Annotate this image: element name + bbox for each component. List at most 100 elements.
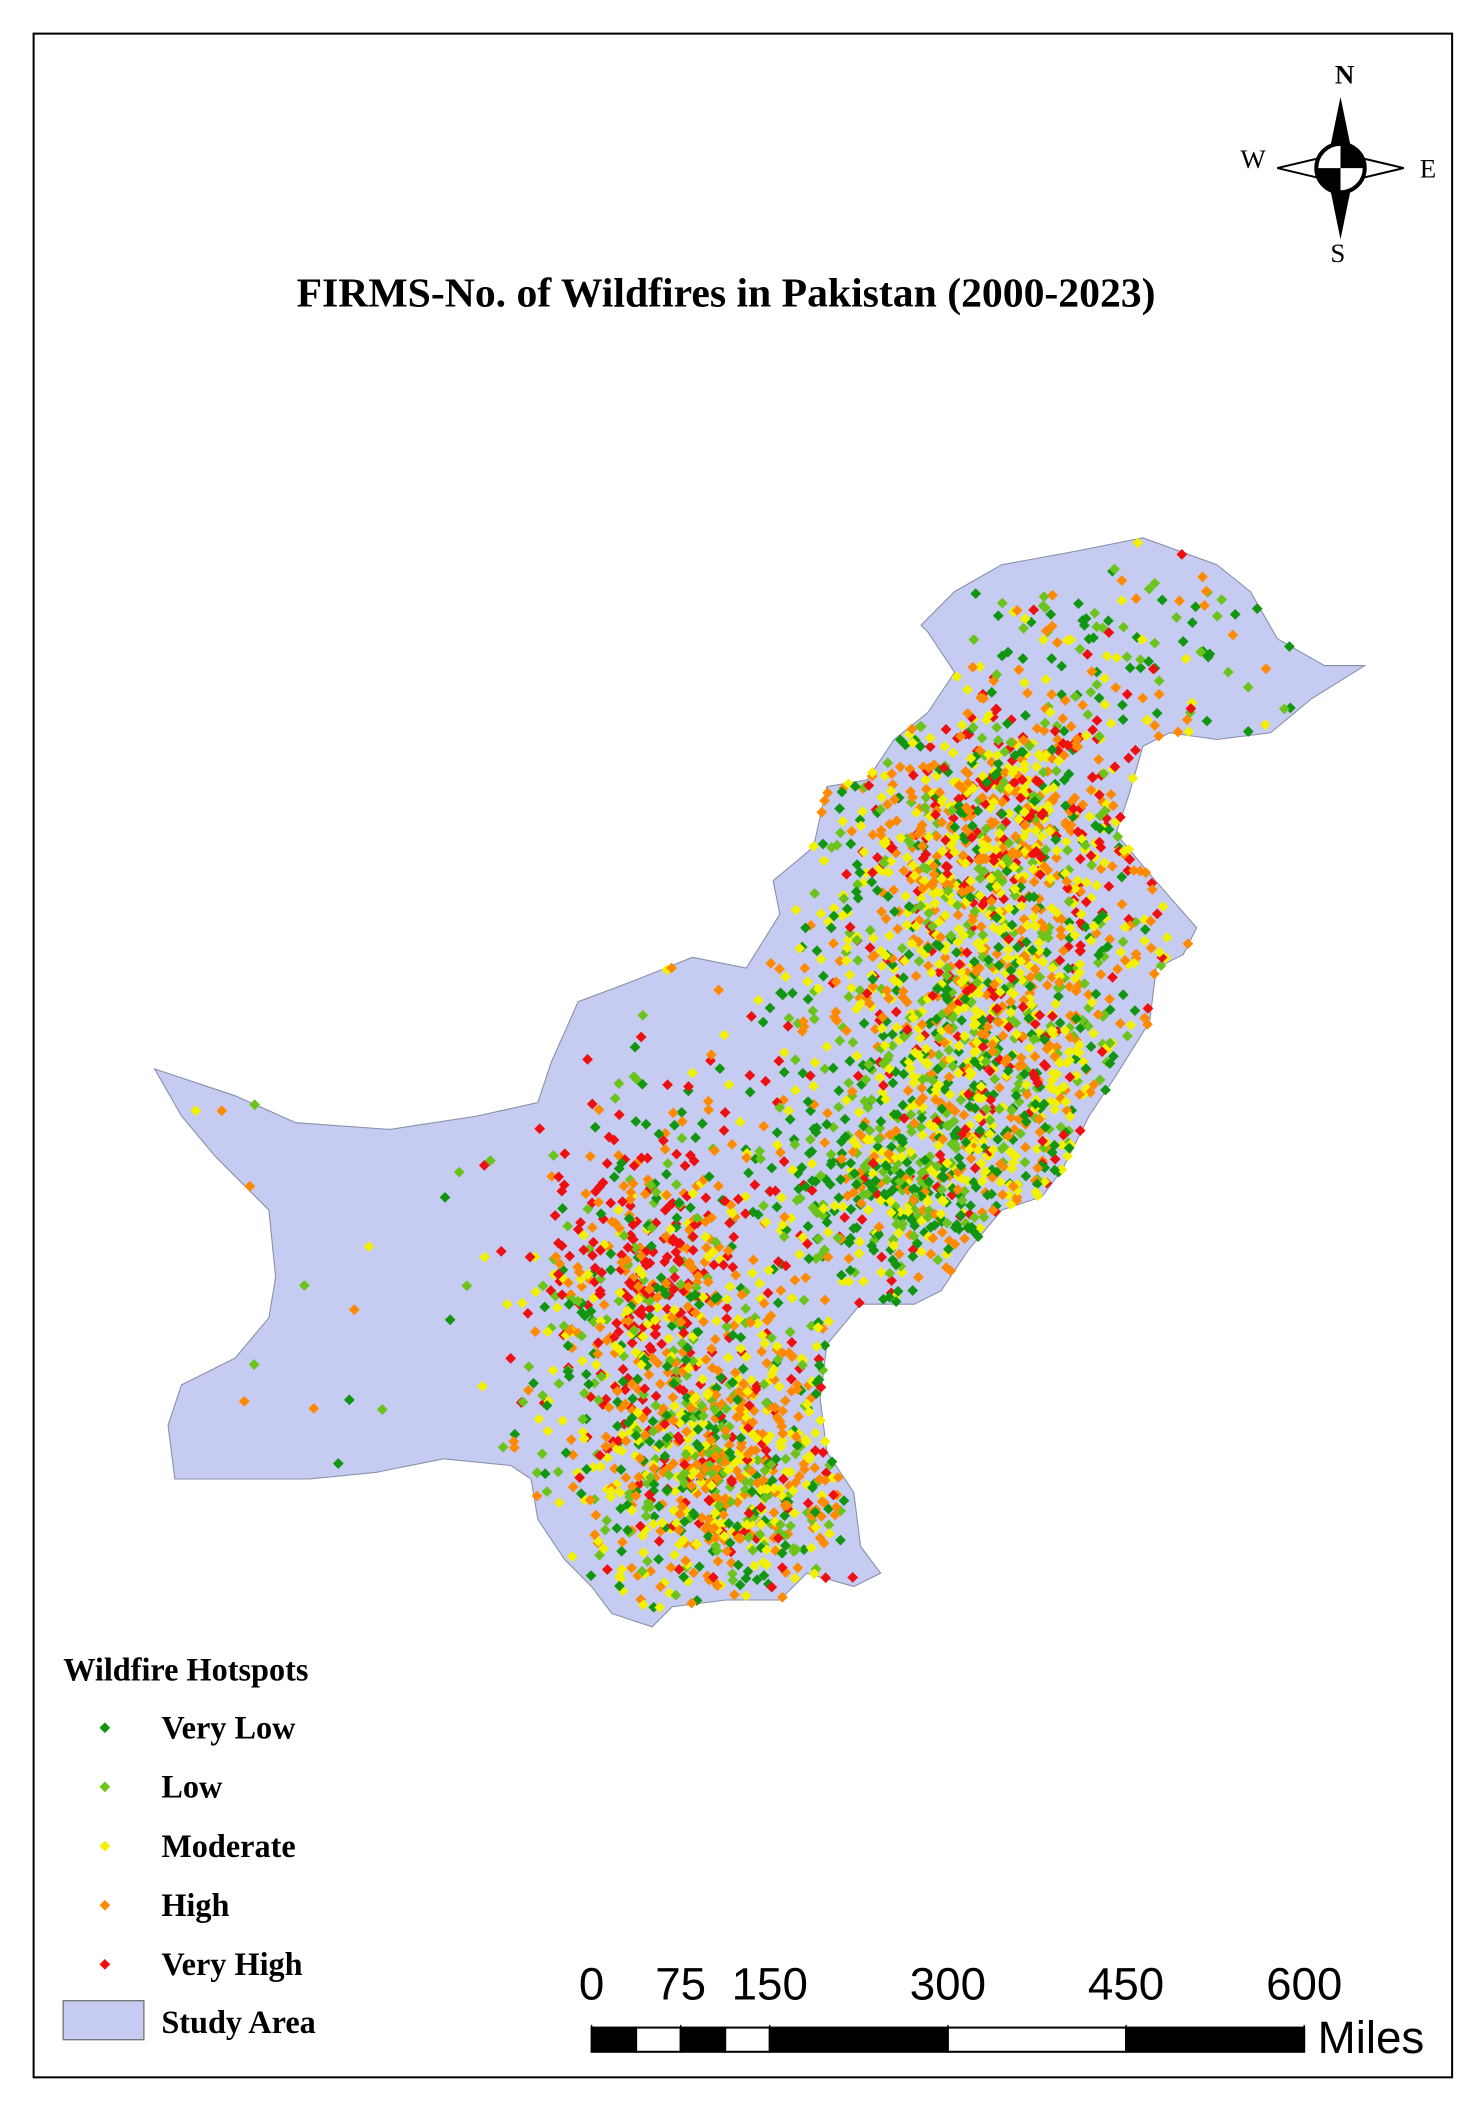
hotspot	[813, 1359, 825, 1371]
hotspot	[1114, 1018, 1126, 1029]
hotspot	[637, 1009, 649, 1021]
hotspot	[1086, 666, 1098, 677]
hotspot	[815, 908, 827, 920]
hotspot	[983, 954, 994, 966]
hotspot	[749, 1560, 760, 1572]
hotspot	[901, 919, 913, 931]
hotspot	[978, 853, 989, 865]
hotspot	[646, 1240, 657, 1252]
hotspot	[1117, 699, 1128, 711]
hotspot	[909, 1047, 921, 1058]
hotspot	[874, 1072, 886, 1083]
hotspot	[871, 884, 883, 896]
hotspot	[931, 831, 943, 842]
hotspot	[707, 1572, 719, 1583]
hotspot	[1069, 691, 1081, 702]
hotspot	[833, 1085, 845, 1097]
hotspot	[667, 1107, 679, 1119]
hotspot	[930, 1094, 941, 1105]
hotspot	[768, 1507, 780, 1518]
hotspot	[681, 1317, 693, 1329]
hotspot	[1013, 664, 1025, 676]
legend-marker	[99, 1899, 111, 1911]
hotspot	[1062, 1150, 1073, 1162]
hotspot	[680, 1555, 691, 1566]
hotspot	[964, 1101, 975, 1112]
hotspot	[815, 953, 827, 965]
hotspot	[1074, 1125, 1086, 1137]
hotspot	[721, 1302, 733, 1314]
hotspot	[553, 1378, 565, 1390]
hotspot	[1024, 740, 1035, 752]
hotspot	[837, 1201, 849, 1212]
hotspot	[838, 893, 850, 904]
hotspot	[723, 1517, 735, 1529]
hotspot	[1186, 617, 1198, 629]
hotspot	[790, 1544, 802, 1555]
hotspot	[924, 741, 936, 753]
hotspot	[778, 1047, 790, 1059]
hotspot	[528, 1377, 539, 1389]
hotspot	[861, 987, 873, 999]
hotspot	[1091, 621, 1103, 633]
hotspot	[991, 1003, 1003, 1015]
hotspot	[944, 1100, 955, 1112]
hotspot	[1015, 1052, 1027, 1064]
hotspot	[989, 817, 1001, 829]
hotspot	[977, 792, 988, 803]
hotspot	[1025, 971, 1036, 983]
hotspot	[578, 1229, 590, 1241]
hotspot	[688, 1567, 700, 1579]
hotspot	[1005, 736, 1017, 748]
compass-s: S	[1330, 238, 1345, 268]
hotspot	[810, 1253, 822, 1265]
hotspot	[821, 1118, 833, 1130]
hotspot	[1032, 1162, 1044, 1174]
hotspot	[691, 1277, 703, 1288]
hotspot	[1003, 933, 1015, 945]
hotspot	[593, 1104, 605, 1116]
hotspot	[648, 1601, 660, 1613]
hotspot	[935, 1208, 947, 1220]
hotspot	[846, 825, 858, 837]
hotspot	[719, 1195, 731, 1207]
legend-label: Moderate	[161, 1828, 295, 1864]
scale-label: 75	[655, 1958, 706, 2009]
hotspot	[778, 1066, 790, 1078]
hotspot	[822, 1107, 833, 1119]
hotspot	[771, 1127, 783, 1139]
hotspot	[980, 1056, 992, 1068]
hotspot	[779, 1500, 791, 1511]
hotspot	[1117, 936, 1129, 948]
hotspot	[1003, 837, 1015, 849]
hotspot	[926, 967, 937, 979]
hotspot	[1049, 725, 1061, 737]
hotspot	[1115, 811, 1126, 823]
hotspot	[974, 873, 986, 884]
hotspot	[965, 875, 976, 887]
hotspot	[916, 1246, 927, 1258]
hotspot	[785, 1466, 796, 1478]
hotspot	[674, 1256, 685, 1268]
hotspot	[880, 913, 892, 925]
hotspot	[802, 993, 814, 1005]
hotspot	[686, 1597, 698, 1609]
hotspot	[710, 1389, 722, 1401]
hotspot	[933, 966, 945, 978]
hotspot	[903, 901, 915, 912]
hotspot	[1048, 782, 1059, 794]
hotspot	[740, 1351, 752, 1363]
hotspot	[617, 1196, 628, 1208]
hotspot	[757, 1016, 769, 1028]
hotspot	[853, 1297, 865, 1309]
hotspot	[629, 1242, 641, 1253]
hotspot	[904, 1165, 916, 1177]
hotspot	[729, 1367, 741, 1379]
hotspot	[994, 1082, 1005, 1094]
hotspot	[907, 1184, 919, 1195]
hotspot	[1153, 730, 1165, 742]
hotspot	[825, 922, 837, 934]
hotspot	[667, 1391, 679, 1403]
hotspot	[687, 1188, 699, 1199]
